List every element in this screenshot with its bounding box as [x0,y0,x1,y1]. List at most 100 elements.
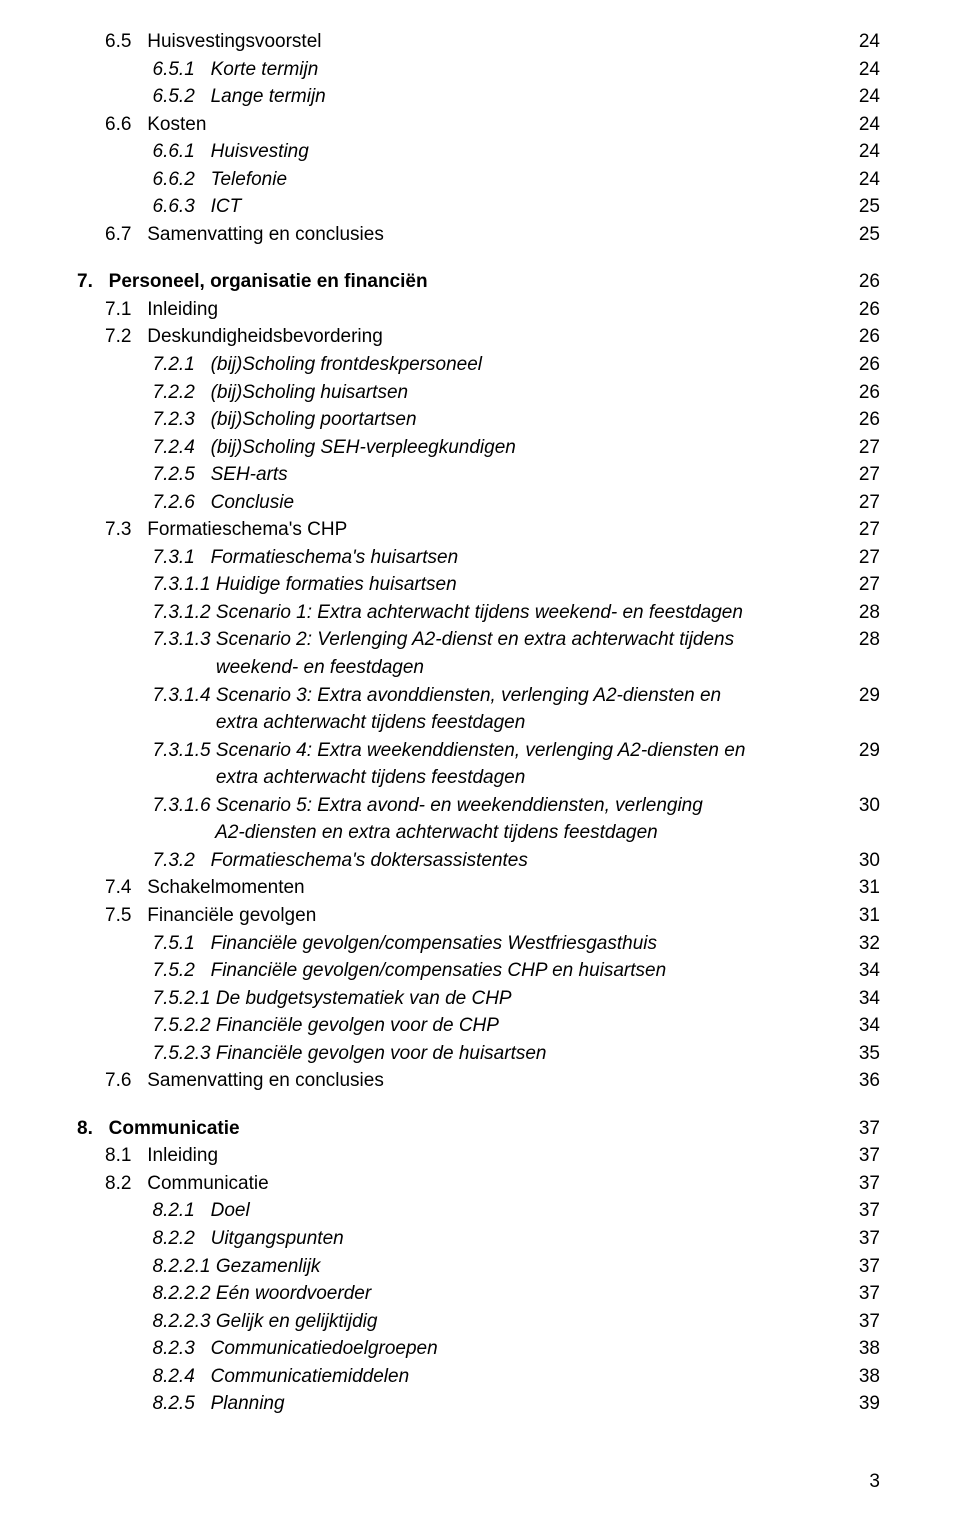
toc-entry-page: 27 [842,489,880,517]
toc-entry: 7.3.2 Formatieschema's doktersassistente… [105,847,880,875]
toc-entry-label: 6.6.2 Telefonie [105,166,287,194]
toc-entry-page: 37 [842,1253,880,1281]
toc-entry-page: 26 [842,268,880,296]
toc-entry-page: 24 [842,138,880,166]
toc-entry: 6.5.1 Korte termijn24 [105,56,880,84]
toc-entry: 8.2.4 Communicatiemiddelen38 [105,1363,880,1391]
toc-entry-page: 24 [842,83,880,111]
toc-entry: 8.2 Communicatie37 [105,1170,880,1198]
toc-entry: 8. Communicatie37 [77,1115,880,1143]
toc-entry-label: 7.3.2 Formatieschema's doktersassistente… [105,847,528,875]
toc-entry-page: 31 [842,874,880,902]
toc-entry-label: 8.2.2.2 Eén woordvoerder [105,1280,371,1308]
toc-entry-label: 6.5.1 Korte termijn [105,56,318,84]
toc-entry: 7.6 Samenvatting en conclusies 36 [105,1067,880,1095]
toc-entry-label: 7.6 Samenvatting en conclusies [105,1067,384,1095]
toc-entry-page: 25 [842,193,880,221]
toc-entry-page: 37 [842,1280,880,1308]
toc-entry-label: 7.5.2 Financiële gevolgen/compensaties C… [105,957,666,985]
toc-entry-label: extra achterwacht tijdens feestdagen [105,709,525,737]
toc-entry-page: 26 [842,323,880,351]
toc-entry: 6.5 Huisvestingsvoorstel24 [105,28,880,56]
toc-entry-label: 7. Personeel, organisatie en financiën [77,268,428,296]
toc-entry: 7.3 Formatieschema's CHP27 [105,516,880,544]
toc-entry: A2-diensten en extra achterwacht tijdens… [105,819,880,847]
page-container: 6.5 Huisvestingsvoorstel24 6.5.1 Korte t… [0,0,960,1521]
toc-entry: 7.4 Schakelmomenten31 [105,874,880,902]
toc-entry-page: 28 [842,626,880,654]
toc-entry-page: 26 [842,351,880,379]
toc-entry: 7.3.1.1 Huidige formaties huisartsen27 [105,571,880,599]
toc-entry: 7.3.1.3 Scenario 2: Verlenging A2-dienst… [105,626,880,654]
toc-entry-label: 7.3.1.2 Scenario 1: Extra achterwacht ti… [105,599,743,627]
toc-entry-label: 7.3.1.6 Scenario 5: Extra avond- en week… [105,792,703,820]
toc-entry: 7.2.5 SEH-arts27 [105,461,880,489]
toc-entry-page: 35 [842,1040,880,1068]
toc-entry-page: 37 [842,1225,880,1253]
section-gap [105,248,880,268]
toc-entry-page: 24 [842,166,880,194]
toc-entry: weekend- en feestdagen [105,654,880,682]
toc-entry-label: 6.5.2 Lange termijn [105,83,326,111]
page-number: 3 [869,1471,880,1493]
toc-entry-page: 28 [842,599,880,627]
toc-entry-page: 38 [842,1363,880,1391]
toc-entry-label: 8.2.1 Doel [105,1197,250,1225]
toc-entry: 8.2.5 Planning39 [105,1390,880,1418]
toc-entry: 7.5.2.2 Financiële gevolgen voor de CHP3… [105,1012,880,1040]
toc-entry-label: 7.5.2.2 Financiële gevolgen voor de CHP [105,1012,499,1040]
section-gap [105,1095,880,1115]
toc-entry: 8.2.2.1 Gezamenlijk 37 [105,1253,880,1281]
toc-entry-page: 25 [842,221,880,249]
toc-entry: extra achterwacht tijdens feestdagen [105,709,880,737]
toc-entry-label: 8.2.5 Planning [105,1390,285,1418]
toc-entry-label: 8.2.2.3 Gelijk en gelijktijdig [105,1308,377,1336]
toc-entry: 7.2.6 Conclusie27 [105,489,880,517]
toc-entry-page: 31 [842,902,880,930]
toc-entry-page: 27 [842,571,880,599]
toc-entry: 7.3.1 Formatieschema's huisartsen27 [105,544,880,572]
toc-entry-label: 6.6 Kosten [105,111,206,139]
toc-entry-label: 7.3.1.3 Scenario 2: Verlenging A2-dienst… [105,626,734,654]
toc-entry-label: 8.1 Inleiding [105,1142,218,1170]
toc-entry-page: 29 [842,737,880,765]
toc-entry: 7.2.3 (bij)Scholing poortartsen26 [105,406,880,434]
toc-entry-label: A2-diensten en extra achterwacht tijdens… [105,819,658,847]
toc-entry-page: 36 [842,1067,880,1095]
toc-entry: 7.2.4 (bij)Scholing SEH-verpleegkundigen… [105,434,880,462]
toc-entry-label: 8.2.2.1 Gezamenlijk [105,1253,320,1281]
toc-entry-page: 32 [842,930,880,958]
toc-entry-page: 37 [842,1170,880,1198]
toc-entry-page: 37 [842,1142,880,1170]
toc-entry-label: 7.2.2 (bij)Scholing huisartsen [105,379,408,407]
table-of-contents: 6.5 Huisvestingsvoorstel24 6.5.1 Korte t… [105,28,880,1418]
toc-entry: 7.2 Deskundigheidsbevordering26 [105,323,880,351]
toc-entry-label: 7.5.2.1 De budgetsystematiek van de CHP [105,985,512,1013]
toc-entry-page: 38 [842,1335,880,1363]
toc-entry: 7.3.1.4 Scenario 3: Extra avonddiensten,… [105,682,880,710]
toc-entry-label: 6.6.3 ICT [105,193,241,221]
toc-entry-label: 6.6.1 Huisvesting [105,138,309,166]
toc-entry-page: 34 [842,985,880,1013]
toc-entry-label: 7.5.1 Financiële gevolgen/compensaties W… [105,930,657,958]
toc-entry-page: 27 [842,434,880,462]
toc-entry: 7.5 Financiële gevolgen31 [105,902,880,930]
toc-entry: 6.6.2 Telefonie 24 [105,166,880,194]
toc-entry-page: 26 [842,296,880,324]
toc-entry: 6.6.3 ICT 25 [105,193,880,221]
toc-entry: 7.5.2.3 Financiële gevolgen voor de huis… [105,1040,880,1068]
toc-entry: 7.3.1.5 Scenario 4: Extra weekenddienste… [105,737,880,765]
toc-entry-label: 8.2.2 Uitgangspunten [105,1225,344,1253]
toc-entry: 6.6 Kosten 24 [105,111,880,139]
toc-entry-label: 7.2.5 SEH-arts [105,461,288,489]
toc-entry-label: 8.2.3 Communicatiedoelgroepen [105,1335,438,1363]
toc-entry-label: 8. Communicatie [77,1115,240,1143]
toc-entry-label: 6.7 Samenvatting en conclusies [105,221,384,249]
toc-entry-label: 7.3.1.4 Scenario 3: Extra avonddiensten,… [105,682,721,710]
toc-entry-label: 7.3 Formatieschema's CHP [105,516,347,544]
toc-entry: extra achterwacht tijdens feestdagen [105,764,880,792]
toc-entry: 8.2.1 Doel 37 [105,1197,880,1225]
toc-entry: 7.3.1.2 Scenario 1: Extra achterwacht ti… [105,599,880,627]
toc-entry-page: 24 [842,111,880,139]
toc-entry-page: 37 [842,1197,880,1225]
